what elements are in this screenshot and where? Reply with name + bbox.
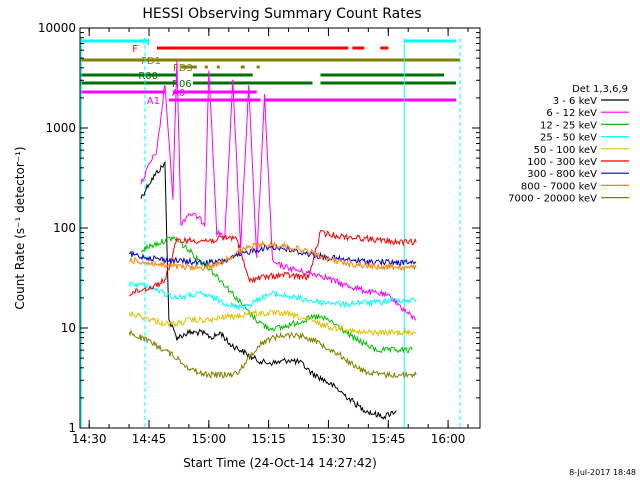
legend-label-800-7000-kev: 800 - 7000 keV [521,181,597,192]
flag-fd1-label: FD1 [141,56,161,67]
flag-r00-label: R00 [138,71,158,82]
legend-label-7000-20000-kev: 7000 - 20000 keV [508,194,597,205]
y-tick-label: 1 [68,421,76,435]
series-line-800-7000-kev [128,240,417,272]
series-line-3-6-kev [140,160,397,421]
flag-r06-label: R06 [172,79,192,90]
flag-fd3-label: FD3 [173,63,193,74]
x-tick-label: 15:45 [371,432,406,446]
series-line-50-100-kev [128,308,417,338]
legend-label-12-25-kev: 12 - 25 keV [540,120,597,131]
flag-n-label: N [143,37,150,48]
x-tick-label: 14:45 [132,432,167,446]
series-line-25-50-kev [128,280,417,310]
footer-timestamp: 8-Jul-2017 18:48 [569,468,636,477]
flag-f-label: F [132,44,138,55]
y-tick-label: 10 [61,321,76,335]
series-line-6-12-kev [140,59,417,321]
flag-a0-label: A0 [172,88,185,99]
series-line-7000-20000-kev [128,329,417,379]
x-tick-label: 16:00 [431,432,466,446]
legend-label-50-100-kev: 50 - 100 keV [534,145,598,156]
series-line-300-800-kev [128,243,417,267]
y-tick-label: 100 [53,221,76,235]
series-line-12-25-kev [140,235,413,354]
legend-label-6-12-kev: 6 - 12 keV [546,108,597,119]
x-axis-label: Start Time (24-Oct-14 14:27:42) [183,456,377,470]
series-layer [128,59,417,421]
legend-label-3-6-kev: 3 - 6 keV [553,96,597,107]
x-tick-label: 14:30 [72,432,107,446]
legend-title: Det 1,3,6,9 [572,84,628,95]
legend-label-300-800-kev: 300 - 800 keV [527,169,597,180]
flag-a1-label: A1 [147,96,160,107]
x-tick-label: 15:30 [311,432,346,446]
x-tick-label: 15:15 [251,432,286,446]
series-line-100-300-kev [129,230,417,297]
legend-label-100-300-kev: 100 - 300 keV [527,157,597,168]
axis-layer: 14:30 14:45 15:00 15:15 15:30 15:45 16:00 1 10 10… [38,21,481,446]
y-tick-label: 1000 [45,121,76,135]
x-tick-label: 15:00 [192,432,227,446]
legend-label-25-50-kev: 25 - 50 keV [540,133,597,144]
chart-title: HESSI Observing Summary Count Rates [142,6,421,22]
y-axis-label: Count Rate (s⁻¹ detector⁻¹) [13,146,27,309]
y-tick-label: 10000 [38,21,76,35]
